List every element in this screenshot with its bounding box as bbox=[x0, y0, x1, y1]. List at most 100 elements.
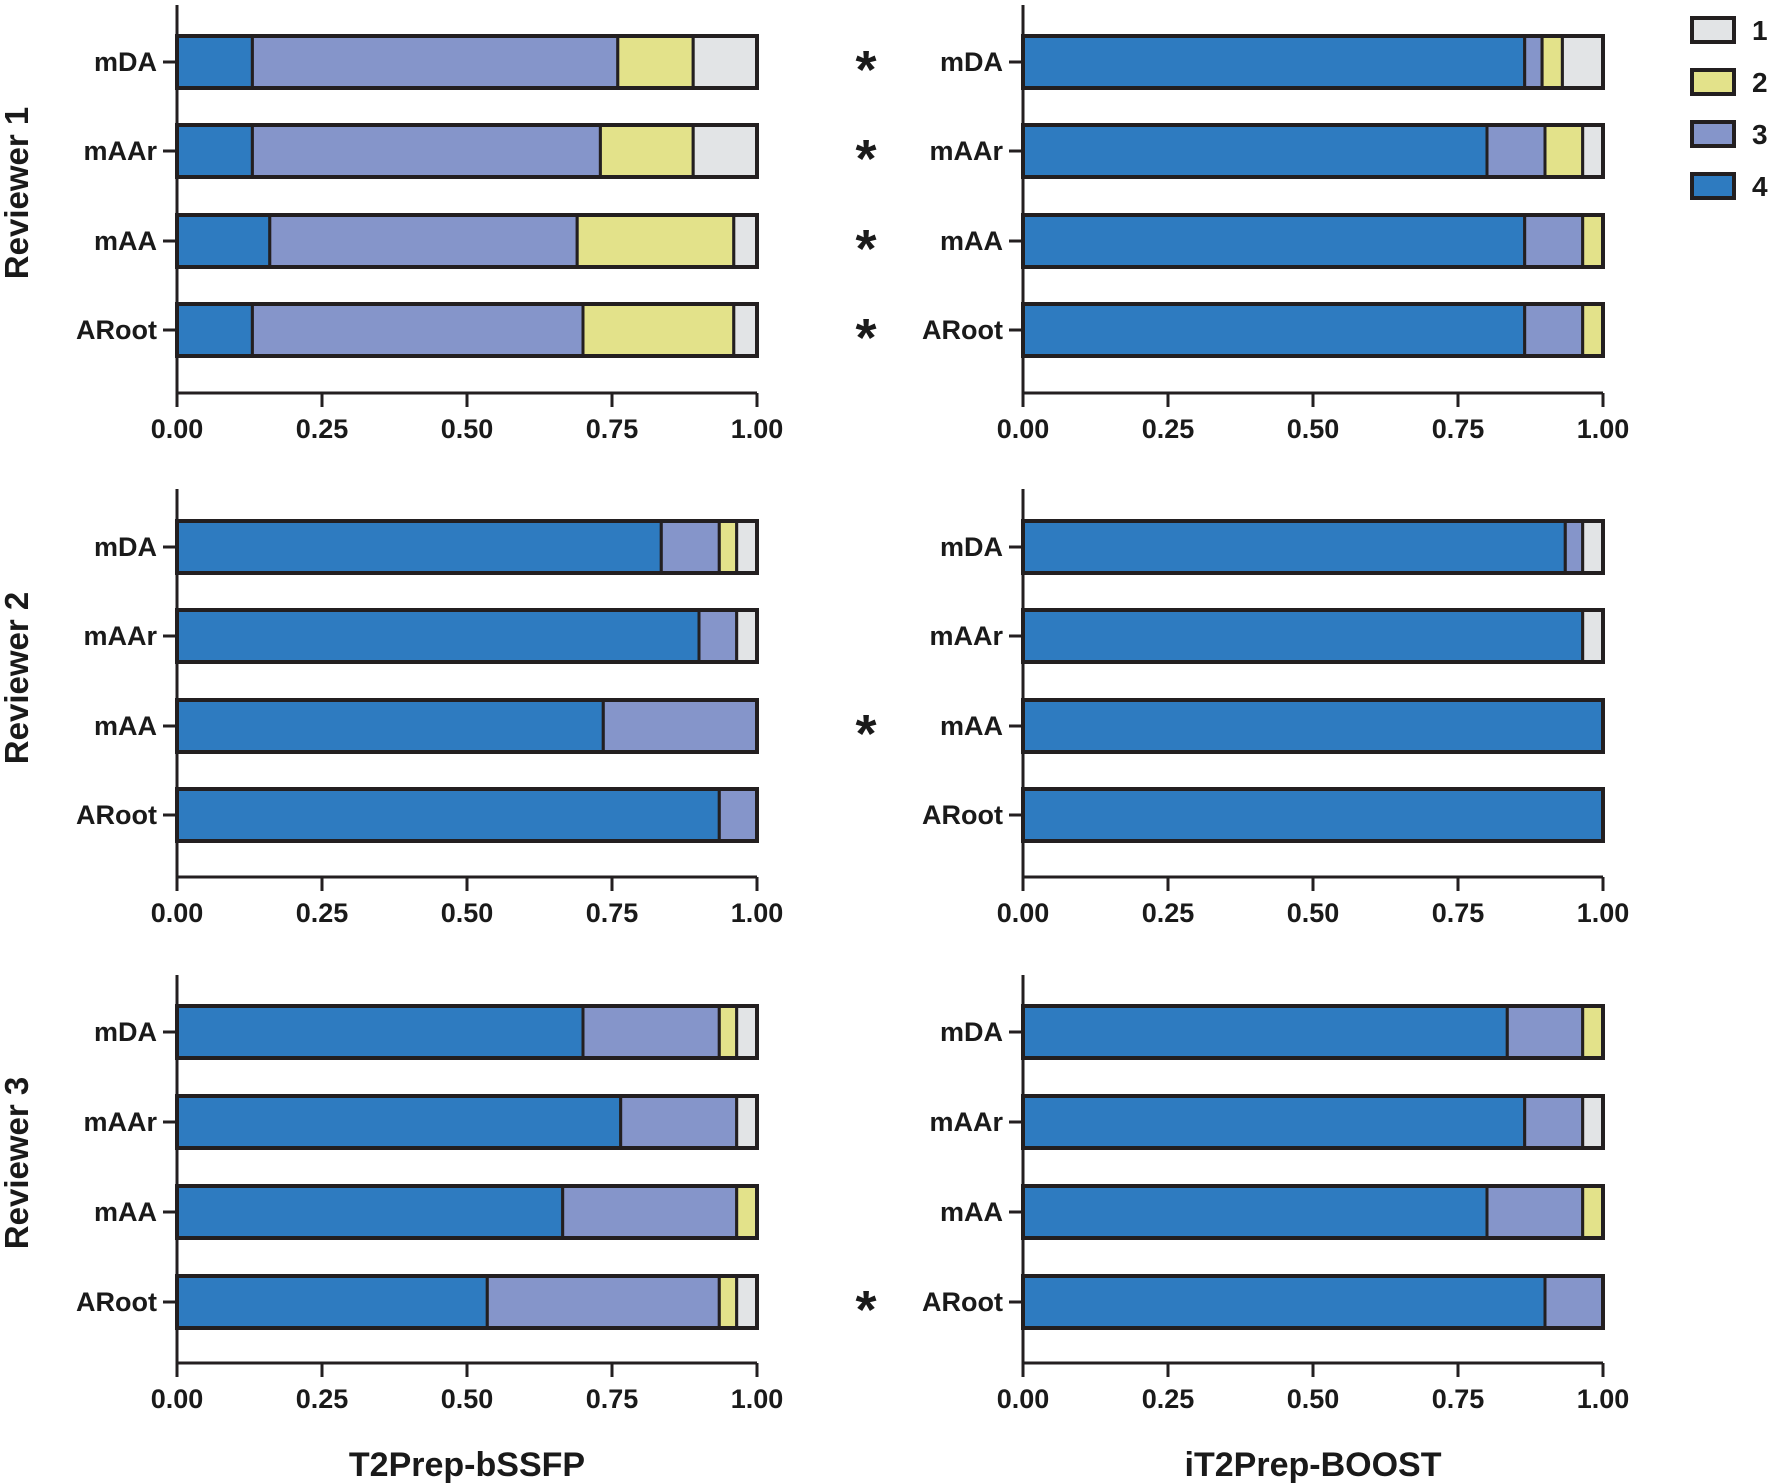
stacked-bar-mDA bbox=[1021, 519, 1605, 575]
bar-segment-4 bbox=[175, 1094, 623, 1150]
bar-segment-1 bbox=[1581, 608, 1605, 664]
significance-marker: * bbox=[855, 704, 876, 764]
x-tick-label: 0.50 bbox=[1287, 1384, 1340, 1414]
bar-segment-3 bbox=[485, 1274, 721, 1330]
y-tick-label: mAAr bbox=[83, 1107, 157, 1137]
column-titles: T2Prep-bSSFP iT2Prep-BOOST bbox=[349, 1446, 1442, 1484]
legend-label: 3 bbox=[1752, 119, 1768, 150]
stacked-bar-mAA bbox=[1021, 1184, 1605, 1240]
stacked-bar-mAAr bbox=[175, 123, 759, 179]
bar-segment-4 bbox=[1021, 1004, 1509, 1060]
x-tick-label: 0.75 bbox=[1432, 898, 1485, 928]
bar-segment-3 bbox=[1505, 1004, 1585, 1060]
legend-swatch bbox=[1690, 68, 1736, 96]
bar-segment-3 bbox=[659, 519, 721, 575]
x-tick-label: 0.25 bbox=[296, 898, 349, 928]
stacked-bar-mAAr bbox=[1021, 608, 1605, 664]
y-tick-label: mAA bbox=[94, 711, 157, 741]
bar-segment-3 bbox=[250, 123, 602, 179]
bar-segment-2 bbox=[616, 34, 695, 90]
bar-segment-1 bbox=[1581, 519, 1605, 575]
y-tick-label: ARoot bbox=[922, 315, 1003, 345]
bar-segment-2 bbox=[1581, 213, 1605, 269]
legend-item-1: 1 bbox=[1690, 15, 1768, 46]
stacked-bar-mAAr bbox=[1021, 1094, 1605, 1150]
stacked-bar-mAAr bbox=[175, 1094, 759, 1150]
bar-segment-4 bbox=[1021, 34, 1527, 90]
bar-segment-1 bbox=[1581, 1094, 1605, 1150]
x-tick-label: 1.00 bbox=[1577, 898, 1630, 928]
bar-segment-3 bbox=[1523, 34, 1544, 90]
bar-segment-2 bbox=[1543, 123, 1585, 179]
significance-marker: * bbox=[855, 40, 876, 100]
bar-segment-3 bbox=[1523, 302, 1585, 358]
stacked-bar-ARoot bbox=[1021, 302, 1605, 358]
significance-marker: * bbox=[855, 219, 876, 279]
bar-segment-4 bbox=[1021, 1184, 1489, 1240]
x-tick-label: 0.25 bbox=[296, 1384, 349, 1414]
chart-panel-1-1: mDA mAAr mAA ARoot 0.00 0.25 0.50 0.75 1.00 bbox=[76, 5, 783, 444]
bar-segment-4 bbox=[1021, 787, 1605, 843]
y-tick-label: mAAr bbox=[83, 621, 157, 651]
bar-segment-1 bbox=[732, 302, 759, 358]
y-tick-label: mDA bbox=[940, 532, 1003, 562]
row-titles: Reviewer 1 Reviewer 2 Reviewer 3 bbox=[0, 107, 35, 1249]
stacked-bar-mAA bbox=[175, 213, 759, 269]
legend-item-3: 3 bbox=[1690, 119, 1768, 150]
significance-marker: * bbox=[855, 129, 876, 189]
bar-segment-4 bbox=[1021, 213, 1527, 269]
bar-segment-1 bbox=[1560, 34, 1605, 90]
legend-item-2: 2 bbox=[1690, 67, 1768, 98]
stacked-bar-ARoot bbox=[1021, 1274, 1605, 1330]
chart-panel-3-2: mDA mAAr mAA ARoot * 0.00 0.25 0.50 0.75 1.00 bbox=[855, 975, 1629, 1414]
bar-segment-3 bbox=[619, 1094, 739, 1150]
x-tick-label: 0.75 bbox=[586, 898, 639, 928]
x-tick-label: 0.25 bbox=[1142, 898, 1195, 928]
legend-label: 2 bbox=[1752, 67, 1768, 98]
row-title-reviewer-1: Reviewer 1 bbox=[0, 107, 35, 279]
y-tick-label: mAA bbox=[940, 226, 1003, 256]
bar-segment-1 bbox=[735, 1274, 759, 1330]
bar-segment-2 bbox=[581, 302, 736, 358]
x-tick-label: 0.50 bbox=[1287, 898, 1340, 928]
bar-segment-2 bbox=[1581, 1184, 1605, 1240]
stacked-bar-mDA bbox=[1021, 1004, 1605, 1060]
bar-segment-4 bbox=[1021, 123, 1489, 179]
row-title-reviewer-3: Reviewer 3 bbox=[0, 1077, 35, 1249]
x-tick-label: 0.25 bbox=[1142, 414, 1195, 444]
y-tick-label: mAAr bbox=[929, 1107, 1003, 1137]
bar-segment-4 bbox=[1021, 302, 1527, 358]
stacked-bar-mAAr bbox=[175, 608, 759, 664]
bar-segment-3 bbox=[1523, 213, 1585, 269]
significance-marker: * bbox=[855, 1280, 876, 1340]
x-tick-label: 0.25 bbox=[1142, 1384, 1195, 1414]
bar-segment-2 bbox=[717, 519, 739, 575]
stacked-bar-mAA bbox=[175, 698, 759, 754]
bar-segment-4 bbox=[175, 1184, 565, 1240]
stacked-bar-ARoot bbox=[175, 302, 759, 358]
y-tick-label: mAA bbox=[94, 1197, 157, 1227]
x-tick-label: 0.50 bbox=[441, 414, 494, 444]
bar-segment-1 bbox=[735, 519, 759, 575]
legend-item-4: 4 bbox=[1690, 171, 1768, 202]
row-title-reviewer-2: Reviewer 2 bbox=[0, 592, 35, 764]
y-tick-label: mDA bbox=[94, 47, 157, 77]
x-tick-label: 1.00 bbox=[1577, 1384, 1630, 1414]
stacked-bar-mAA bbox=[175, 1184, 759, 1240]
y-tick-label: mAAr bbox=[929, 136, 1003, 166]
x-tick-label: 0.00 bbox=[997, 1384, 1050, 1414]
bar-segment-2 bbox=[735, 1184, 759, 1240]
stacked-bar-mDA bbox=[175, 34, 759, 90]
y-tick-label: mAAr bbox=[929, 621, 1003, 651]
y-tick-label: mDA bbox=[940, 1017, 1003, 1047]
stacked-bar-mDA bbox=[175, 519, 759, 575]
x-tick-label: 0.00 bbox=[151, 1384, 204, 1414]
bar-segment-4 bbox=[175, 302, 254, 358]
bar-segment-2 bbox=[598, 123, 695, 179]
bar-segment-4 bbox=[1021, 519, 1567, 575]
x-tick-label: 0.00 bbox=[151, 898, 204, 928]
stacked-bar-ARoot bbox=[175, 787, 759, 843]
stacked-bar-mAA bbox=[1021, 213, 1605, 269]
bar-segment-4 bbox=[175, 213, 272, 269]
